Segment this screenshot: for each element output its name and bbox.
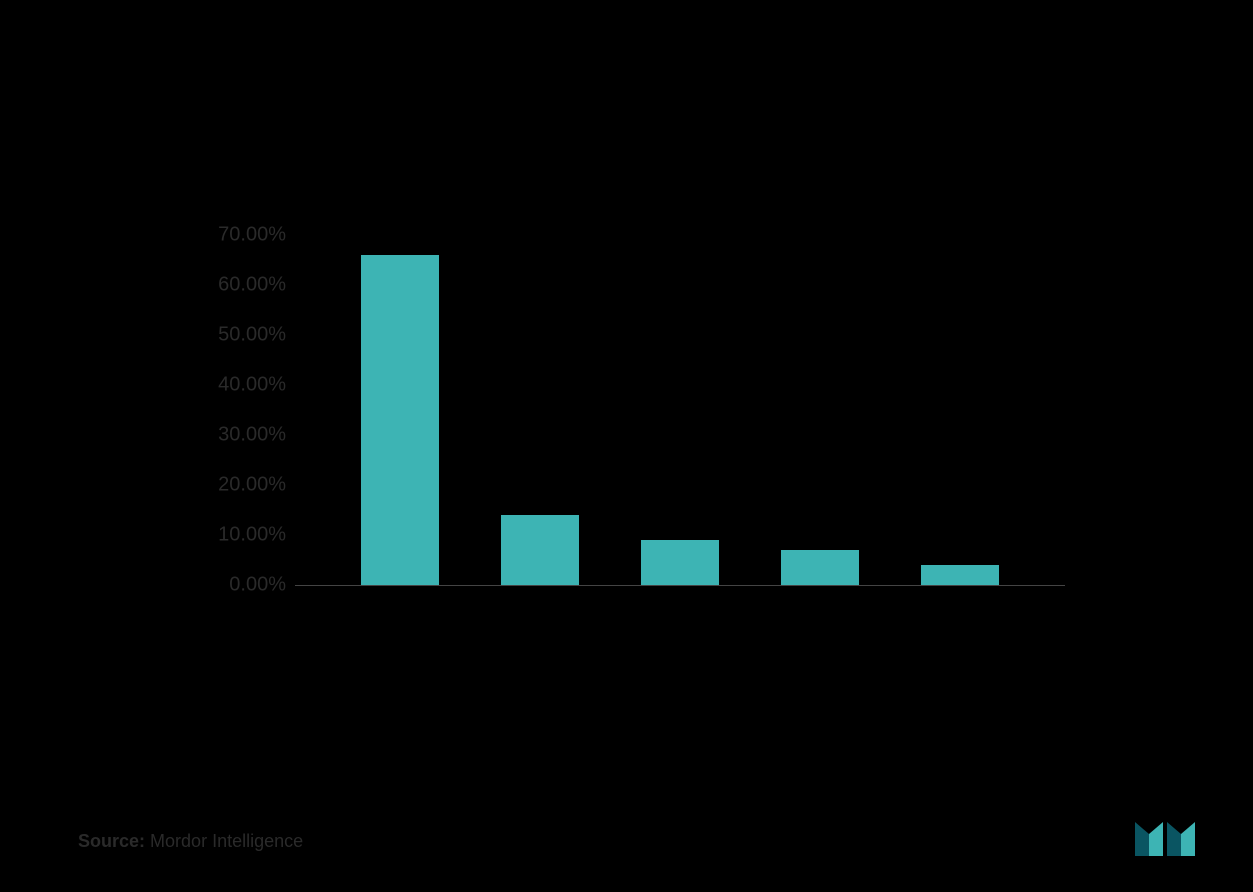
x-axis-line: [295, 585, 1065, 586]
y-tick-label: 10.00%: [218, 524, 286, 547]
y-axis-labels: 70.00% 60.00% 50.00% 40.00% 30.00% 20.00…: [200, 235, 290, 585]
y-tick-label: 30.00%: [218, 424, 286, 447]
bar-1: [361, 255, 439, 585]
y-tick-label: 40.00%: [218, 374, 286, 397]
y-tick-label: 0.00%: [229, 574, 286, 597]
bar-2: [501, 515, 579, 585]
bar-5: [921, 565, 999, 585]
y-tick-label: 50.00%: [218, 324, 286, 347]
y-tick-label: 20.00%: [218, 474, 286, 497]
bar-4: [781, 550, 859, 585]
source-text: Mordor Intelligence: [150, 831, 303, 851]
bar-3: [641, 540, 719, 585]
y-tick-label: 60.00%: [218, 274, 286, 297]
bars-group: [295, 235, 1065, 585]
source-label: Source:: [78, 831, 145, 851]
source-attribution: Source: Mordor Intelligence: [78, 831, 303, 852]
chart-container: 70.00% 60.00% 50.00% 40.00% 30.00% 20.00…: [200, 235, 1080, 625]
mordor-logo-icon: [1135, 814, 1195, 856]
y-tick-label: 70.00%: [218, 224, 286, 247]
